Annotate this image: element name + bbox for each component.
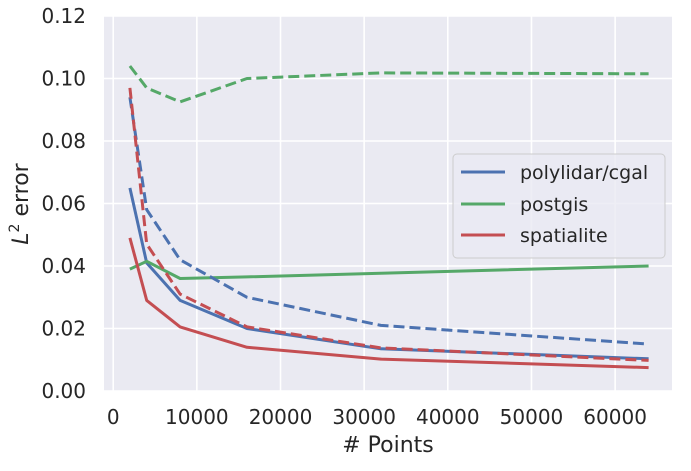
series-line-2-solid: [128, 237, 649, 370]
y-axis-label: L2 error: [7, 162, 34, 244]
y-tick-label: 0.12: [41, 4, 86, 28]
tick-labels: 0 10000 20000 30000 40000 50000 60000 0.00 0.02 0…: [41, 4, 646, 429]
legend-label-polylidar: polylidar/cgal: [520, 162, 648, 184]
x-tick-label: 30000: [332, 405, 396, 429]
x-tick-label: 60000: [583, 405, 647, 429]
y-axis-label-superscript: 2: [7, 224, 23, 233]
y-tick-label: 0.10: [41, 67, 86, 91]
x-tick-label: 10000: [165, 405, 229, 429]
legend-box: [452, 153, 666, 259]
series-lines: [128, 65, 649, 370]
legend: polylidar/cgal postgis spatialite: [452, 153, 666, 259]
y-axis-label-rest: error: [9, 162, 34, 223]
y-tick-label: 0.06: [41, 192, 86, 216]
series-line-3-dashed: [128, 97, 649, 346]
x-tick-label: 20000: [249, 405, 313, 429]
x-tick-label: 0: [107, 405, 120, 429]
series-line-5-dashed: [128, 87, 649, 362]
y-tick-label: 0.04: [41, 254, 86, 278]
x-axis-label: # Points: [342, 433, 434, 458]
y-axis-label-base: L: [9, 232, 34, 244]
y-tick-label: 0.02: [41, 317, 86, 341]
x-tick-label: 40000: [416, 405, 480, 429]
legend-label-spatialite: spatialite: [520, 225, 608, 247]
series-line-4-dashed: [128, 65, 649, 104]
y-tick-label: 0.08: [41, 129, 86, 153]
y-tick-label: 0.00: [41, 379, 86, 403]
legend-label-postgis: postgis: [520, 194, 588, 216]
x-tick-label: 50000: [500, 405, 564, 429]
